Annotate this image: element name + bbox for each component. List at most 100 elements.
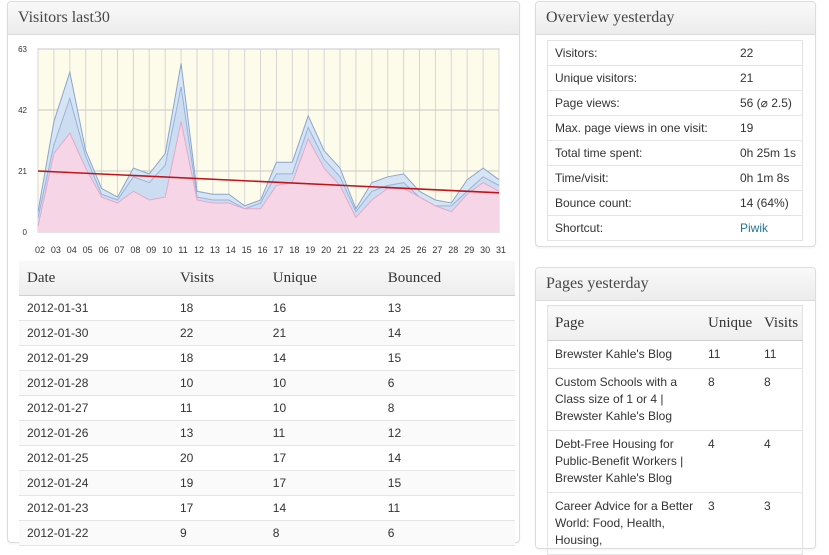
- overview-yesterday-panel: Overview yesterday Visitors: 22 Unique vis…: [535, 1, 816, 247]
- table-cell: 14: [379, 445, 515, 471]
- overview-label: Shortcut:: [547, 215, 733, 241]
- table-cell: 9: [171, 520, 265, 546]
- table-cell: 17: [264, 470, 380, 496]
- pages-panel-title: Pages yesterday: [536, 268, 815, 301]
- table-cell: 11: [171, 395, 265, 421]
- chart-x-tick-label: 21: [337, 245, 347, 255]
- chart-x-tick-label: 19: [305, 245, 315, 255]
- table-cell: 14: [264, 345, 380, 371]
- overview-row: Shortcut: Piwik: [547, 215, 803, 241]
- pages-yesterday-panel: Pages yesterday Page Unique Visits Brewste…: [535, 267, 816, 555]
- chart-x-tick-label: 03: [51, 245, 61, 255]
- overview-row: Max. page views in one visit: 19: [547, 115, 803, 141]
- table-cell: 2012-01-25: [19, 445, 172, 471]
- overview-panel-title: Overview yesterday: [536, 2, 815, 35]
- table-cell: 11: [264, 420, 380, 446]
- table-cell: 10: [264, 395, 380, 421]
- piwik-shortcut-link[interactable]: Piwik: [740, 221, 769, 235]
- overview-label: Total time spent:: [547, 140, 733, 166]
- chart-x-tick-label: 04: [67, 245, 77, 255]
- overview-value-cell: 21: [733, 65, 803, 91]
- chart-series-area: [38, 121, 499, 232]
- overview-row: Bounce count: 14 (64%): [547, 190, 803, 216]
- pages-table: Page Unique Visits Brewster Kahle's Blog 11…: [547, 305, 803, 555]
- overview-value-cell: 0h 25m 1s: [733, 140, 803, 166]
- chart-x-tick-label: 06: [99, 245, 109, 255]
- table-row: 2012-01-23 17 14 11: [19, 495, 515, 521]
- chart-x-tick-label: 18: [289, 245, 299, 255]
- table-row: 2012-01-24 19 17 15: [19, 470, 515, 496]
- page-visits: 11: [756, 340, 803, 369]
- chart-x-tick-label: 14: [226, 245, 236, 255]
- overview-value-cell: Piwik: [733, 215, 803, 241]
- visitors-table: Date Visits Unique Bounced 2012-01-31 18 16 13…: [19, 261, 515, 546]
- table-row: 2012-01-29 18 14 15: [19, 345, 515, 371]
- chart-x-tick-label: 31: [496, 245, 506, 255]
- page-unique: 3: [701, 492, 757, 555]
- table-cell: 13: [171, 420, 265, 446]
- overview-value: 0h 1m 8s: [740, 171, 790, 185]
- visitors-last30-panel: Visitors last30 0 21 42 63 02 03 04 05 06 07 08 09 1…: [7, 1, 520, 546]
- table-row: 2012-01-22 9 8 6: [19, 520, 515, 546]
- chart-x-tick-label: 02: [35, 245, 45, 255]
- table-cell: 10: [264, 370, 380, 396]
- chart-x-tick-label: 30: [480, 245, 490, 255]
- overview-row: Page views: 56 (⌀ 2.5): [547, 90, 803, 116]
- chart-x-tick-label: 13: [210, 245, 220, 255]
- table-cell: 14: [379, 320, 515, 346]
- page-row: Career Advice for a Better World: Food, …: [547, 492, 803, 555]
- chart-y-tick-label: 21: [18, 167, 27, 176]
- overview-value: 22: [740, 46, 754, 60]
- table-cell: 2012-01-29: [19, 345, 172, 371]
- chart-y-tick-label: 63: [18, 45, 27, 54]
- table-cell: 8: [264, 520, 380, 546]
- overview-value-cell: 22: [733, 40, 803, 66]
- table-cell: 2012-01-31: [19, 295, 172, 321]
- chart-x-tick-label: 11: [178, 245, 187, 255]
- table-cell: 20: [171, 445, 265, 471]
- table-cell: 2012-01-22: [19, 520, 172, 546]
- chart-x-tick-label: 22: [353, 245, 363, 255]
- table-cell: 17: [171, 495, 265, 521]
- page-unique: 8: [701, 368, 757, 431]
- page-unique: 4: [701, 430, 757, 493]
- table-cell: 6: [379, 520, 515, 546]
- overview-label: Page views:: [547, 90, 733, 116]
- overview-value: 56 (⌀ 2.5): [740, 96, 792, 110]
- table-cell: 21: [264, 320, 380, 346]
- overview-label: Time/visit:: [547, 165, 733, 191]
- visitors-panel-title: Visitors last30: [8, 2, 519, 35]
- chart-x-tick-label: 28: [448, 245, 458, 255]
- table-row: 2012-01-27 11 10 8: [19, 395, 515, 421]
- chart-x-tick-label: 15: [242, 245, 252, 255]
- chart-x-tick-label: 09: [146, 245, 156, 255]
- chart-trend-line: [37, 170, 500, 194]
- visitors-col-header: Bounced: [379, 261, 515, 296]
- overview-value-cell: 14 (64%): [733, 190, 803, 216]
- table-cell: 12: [379, 420, 515, 446]
- chart-x-tick-label: 24: [385, 245, 395, 255]
- table-cell: 18: [171, 295, 265, 321]
- table-cell: 2012-01-24: [19, 470, 172, 496]
- page-row: Brewster Kahle's Blog 11 11: [547, 340, 803, 369]
- table-cell: 17: [264, 445, 380, 471]
- pages-col-header: Visits: [756, 305, 803, 341]
- overview-label: Bounce count:: [547, 190, 733, 216]
- table-row: 2012-01-31 18 16 13: [19, 295, 515, 321]
- table-cell: 22: [171, 320, 265, 346]
- table-row: 2012-01-25 20 17 14: [19, 445, 515, 471]
- pages-col-header: Page: [547, 305, 701, 341]
- table-row: 2012-01-30 22 21 14: [19, 320, 515, 346]
- overview-row: Visitors: 22: [547, 40, 803, 66]
- chart-y-tick-label: 42: [18, 106, 27, 115]
- chart-x-tick-label: 20: [321, 245, 331, 255]
- chart-x-tick-label: 29: [464, 245, 474, 255]
- visitors-col-header: Date: [19, 261, 172, 296]
- table-cell: 2012-01-27: [19, 395, 172, 421]
- chart-x-tick-label: 10: [162, 245, 172, 255]
- overview-label: Unique visitors:: [547, 65, 733, 91]
- table-cell: 6: [379, 370, 515, 396]
- table-cell: 15: [379, 470, 515, 496]
- overview-value: 14 (64%): [740, 196, 789, 210]
- page-visits: 3: [756, 492, 803, 555]
